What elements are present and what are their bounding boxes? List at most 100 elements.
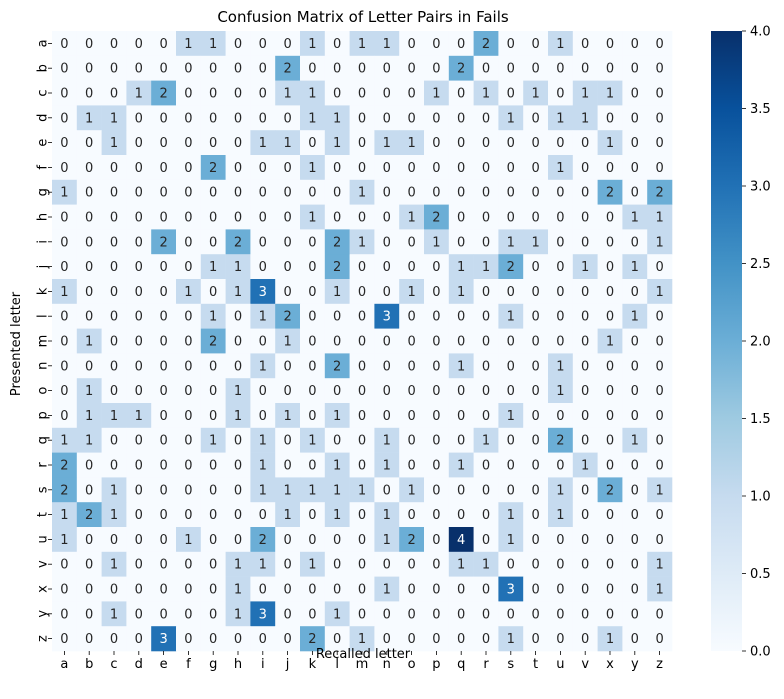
- heatmap-cell: [498, 179, 524, 205]
- heatmap-cell: [52, 55, 78, 81]
- heatmap-cell: [151, 204, 177, 230]
- heatmap-cell: [473, 502, 499, 528]
- cell-value-label: 0: [110, 632, 118, 647]
- cell-value-label: 0: [581, 483, 589, 498]
- heatmap-cell: [151, 80, 177, 106]
- heatmap-cell: [250, 378, 276, 404]
- cell-value-label: 0: [457, 37, 465, 52]
- cell-value-label: 0: [655, 533, 663, 548]
- heatmap-cell: [548, 55, 574, 81]
- heatmap-cell: [176, 551, 202, 577]
- cell-value-label: 0: [159, 459, 167, 474]
- heatmap-cell: [176, 55, 202, 81]
- heatmap-cell: [647, 204, 673, 230]
- heatmap-cell: [200, 303, 226, 329]
- cell-value-label: 0: [184, 409, 192, 424]
- heatmap-cell: [52, 601, 78, 627]
- cell-value-label: 2: [283, 62, 291, 77]
- cell-value-label: 0: [407, 409, 415, 424]
- heatmap-cell: [126, 130, 152, 156]
- heatmap-cell: [300, 452, 326, 478]
- y-tick-label: i: [36, 240, 51, 244]
- heatmap-cell: [101, 477, 127, 503]
- cell-value-label: 0: [259, 62, 267, 77]
- cell-value-label: 0: [283, 384, 291, 399]
- heatmap-cell: [324, 403, 350, 429]
- cell-value-label: 1: [60, 186, 68, 201]
- cell-value-label: 0: [457, 409, 465, 424]
- cell-value-label: 2: [556, 434, 564, 449]
- cell-value-label: 0: [159, 434, 167, 449]
- heatmap-cell: [473, 551, 499, 577]
- heatmap-cell: [597, 105, 623, 131]
- cell-value-label: 0: [209, 558, 217, 573]
- cell-value-label: 0: [407, 161, 415, 176]
- cell-value-label: 1: [383, 459, 391, 474]
- heatmap-cell: [548, 179, 574, 205]
- cell-value-label: 0: [159, 285, 167, 300]
- cell-value-label: 1: [308, 161, 316, 176]
- cell-value-label: 0: [110, 310, 118, 325]
- cell-value-label: 0: [259, 37, 267, 52]
- heatmap-cell: [52, 403, 78, 429]
- heatmap-cell: [374, 80, 400, 106]
- heatmap-cell: [647, 427, 673, 453]
- cell-value-label: 1: [110, 483, 118, 498]
- heatmap-cell: [250, 229, 276, 255]
- cell-value-label: 0: [159, 533, 167, 548]
- cell-value-label: 0: [581, 558, 589, 573]
- heatmap-cell: [101, 279, 127, 305]
- heatmap-cell: [424, 105, 450, 131]
- cell-value-label: 2: [283, 310, 291, 325]
- heatmap-cell: [300, 55, 326, 81]
- heatmap-cell: [176, 303, 202, 329]
- heatmap-cell: [448, 527, 474, 553]
- heatmap-cell: [498, 576, 524, 602]
- heatmap-cell: [473, 130, 499, 156]
- heatmap-cell: [300, 576, 326, 602]
- heatmap-cell: [76, 378, 102, 404]
- heatmap-cell: [597, 427, 623, 453]
- cell-value-label: 0: [507, 186, 515, 201]
- y-tick-label: h: [36, 213, 51, 221]
- cell-value-label: 1: [234, 260, 242, 275]
- heatmap-cell: [151, 601, 177, 627]
- cell-value-label: 0: [383, 235, 391, 250]
- cell-value-label: 0: [531, 558, 539, 573]
- heatmap-cell: [349, 551, 375, 577]
- heatmap-cell: [498, 502, 524, 528]
- heatmap-cell: [300, 204, 326, 230]
- cell-value-label: 0: [60, 161, 68, 176]
- heatmap-cell: [374, 527, 400, 553]
- heatmap-cell: [622, 576, 648, 602]
- cell-value-label: 0: [135, 607, 143, 622]
- heatmap-cell: [151, 403, 177, 429]
- heatmap-cell: [324, 155, 350, 181]
- cell-value-label: 0: [457, 335, 465, 350]
- heatmap-cell: [448, 303, 474, 329]
- cell-value-label: 1: [631, 434, 639, 449]
- cell-value-label: 0: [531, 260, 539, 275]
- heatmap-cell: [126, 179, 152, 205]
- heatmap-cell: [76, 502, 102, 528]
- cell-value-label: 0: [184, 260, 192, 275]
- cell-value-label: 0: [606, 235, 614, 250]
- cell-value-label: 0: [358, 459, 366, 474]
- cell-value-label: 0: [482, 136, 490, 151]
- heatmap-cell: [250, 80, 276, 106]
- cell-value-label: 0: [259, 384, 267, 399]
- y-axis-ticks: a b c d e f g h i j k l m n o p q r s t u v x y z: [36, 39, 52, 642]
- heatmap-cell: [300, 31, 326, 57]
- heatmap-cell: [647, 229, 673, 255]
- cell-value-label: 0: [457, 483, 465, 498]
- colorbar-tick-label: 0.5: [750, 567, 771, 582]
- x-tick-label: g: [209, 657, 217, 672]
- heatmap-cell: [101, 353, 127, 379]
- cell-value-label: 0: [60, 384, 68, 399]
- heatmap-cell: [548, 576, 574, 602]
- heatmap-cell: [597, 576, 623, 602]
- cell-value-label: 0: [283, 533, 291, 548]
- heatmap-cell: [176, 452, 202, 478]
- heatmap-cell: [324, 328, 350, 354]
- heatmap-cell: [176, 31, 202, 57]
